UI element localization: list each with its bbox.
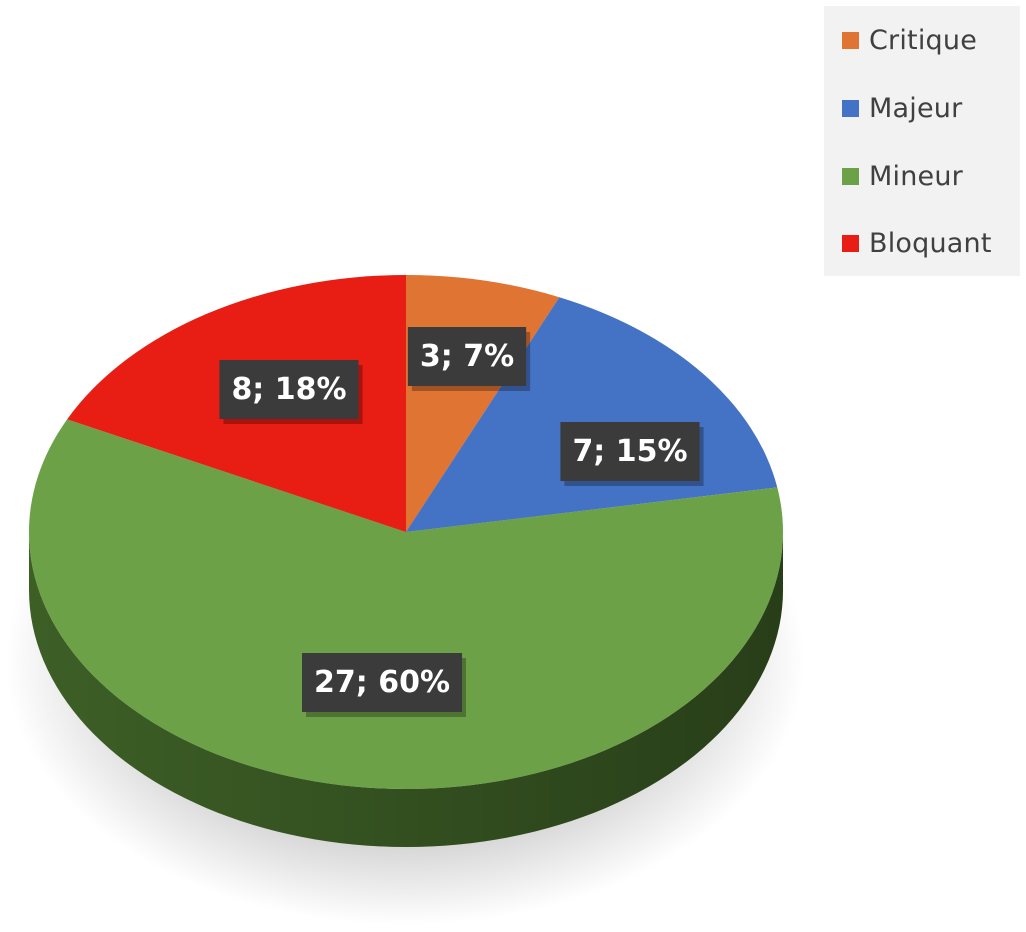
legend-label: Critique	[869, 24, 978, 56]
legend-item-critique: Critique	[842, 20, 977, 60]
data-label-text: 3; 7%	[420, 339, 514, 374]
data-label-majeur: 7; 15%	[560, 422, 704, 486]
side-shading	[29, 532, 783, 847]
legend-label: Majeur	[869, 92, 963, 124]
data-label-text: 27; 60%	[314, 665, 450, 700]
pie-sides	[29, 532, 783, 847]
data-label-bloquant: 8; 18%	[219, 360, 363, 424]
legend-swatch-mineur	[842, 167, 859, 185]
data-label-box	[302, 653, 462, 712]
data-label-text: 8; 18%	[231, 372, 346, 407]
data-label-box	[219, 360, 359, 419]
legend-label: Bloquant	[869, 227, 992, 259]
legend-item-majeur: Majeur	[842, 88, 962, 128]
legend-swatch-critique	[842, 31, 859, 49]
slice-mineur	[28, 419, 783, 789]
data-label-box	[407, 327, 527, 386]
data-label-critique: 3; 7%	[407, 327, 531, 391]
data-label-text: 7; 15%	[572, 434, 687, 469]
pie-data-labels: 3; 7% 7; 15% 27; 60% 8; 18%	[219, 327, 704, 717]
legend-swatch-bloquant	[842, 234, 859, 252]
legend-item-bloquant: Bloquant	[842, 223, 992, 263]
data-label-mineur: 27; 60%	[302, 653, 466, 717]
legend-swatch-majeur	[842, 99, 859, 117]
legend-item-mineur: Mineur	[842, 156, 963, 196]
legend: Critique Majeur Mineur Bloquant	[824, 6, 1020, 276]
data-label-box	[560, 422, 700, 481]
legend-label: Mineur	[869, 160, 963, 192]
